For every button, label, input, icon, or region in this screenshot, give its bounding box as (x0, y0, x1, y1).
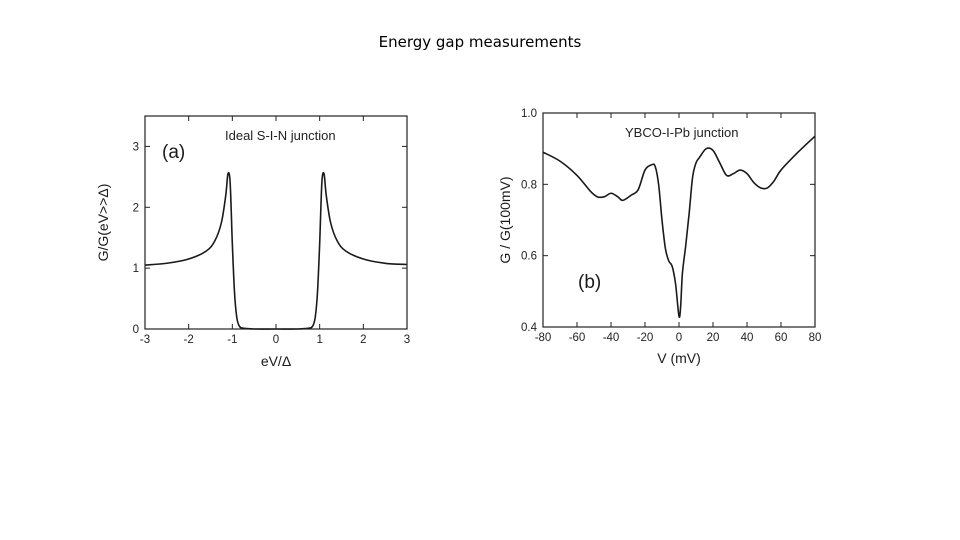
x-axis-label: V (mV) (657, 350, 701, 366)
x-tick-label: -40 (603, 332, 620, 344)
x-tick-label: -80 (535, 332, 552, 344)
y-tick-label: 0.4 (521, 322, 538, 334)
plot-frame (542, 112, 816, 328)
y-axis-label: G / G(100mV) (497, 176, 513, 263)
x-tick-label: 3 (404, 334, 410, 346)
x-tick-label: -2 (184, 334, 194, 346)
x-tick-label: 2 (360, 334, 366, 346)
y-tick-label: 2 (133, 202, 139, 214)
chart-ybco-i-pb-junction: -80 -60 -40 -20 0 20 40 60 80 0.4 0.6 0.8 1.0 V (mV) G… (497, 108, 822, 366)
x-tick-label: -20 (637, 332, 654, 344)
slide-title: Energy gap measurements (378, 33, 582, 51)
y-tick-label: 0.6 (521, 251, 537, 263)
chart-annotation: Ideal S-I-N junction (225, 128, 336, 143)
x-tick-label: 20 (707, 332, 720, 344)
x-tick-label: -3 (140, 334, 150, 346)
x-tick-label: 40 (741, 332, 754, 344)
y-tick-label: 0 (133, 324, 139, 336)
panel-label: (b) (578, 272, 601, 293)
series-line (144, 171, 408, 330)
y-tick-label: 3 (133, 141, 139, 153)
x-axis-label: eV/Δ (261, 353, 291, 369)
chart-ideal-sin-junction: -3 -2 -1 0 1 2 3 0 1 2 3 eV/Δ G/G(eV>>Δ) Ideal S-I-N … (95, 115, 410, 369)
panel-label: (a) (162, 142, 185, 163)
y-tick-label: 0.8 (521, 179, 537, 191)
y-axis-label: G/G(eV>>Δ) (95, 184, 111, 262)
x-tick-label: -60 (569, 332, 586, 344)
x-tick-label: -1 (227, 334, 237, 346)
x-tick-label: 0 (676, 332, 682, 344)
series-line (542, 135, 816, 318)
x-tick-label: 1 (316, 334, 322, 346)
x-tick-label: 80 (809, 332, 822, 344)
y-tick-label: 1.0 (521, 108, 537, 120)
x-tick-label: 60 (775, 332, 788, 344)
x-tick-label: 0 (273, 334, 279, 346)
chart-annotation: YBCO-I-Pb junction (625, 125, 738, 140)
y-tick-label: 1 (133, 263, 139, 275)
